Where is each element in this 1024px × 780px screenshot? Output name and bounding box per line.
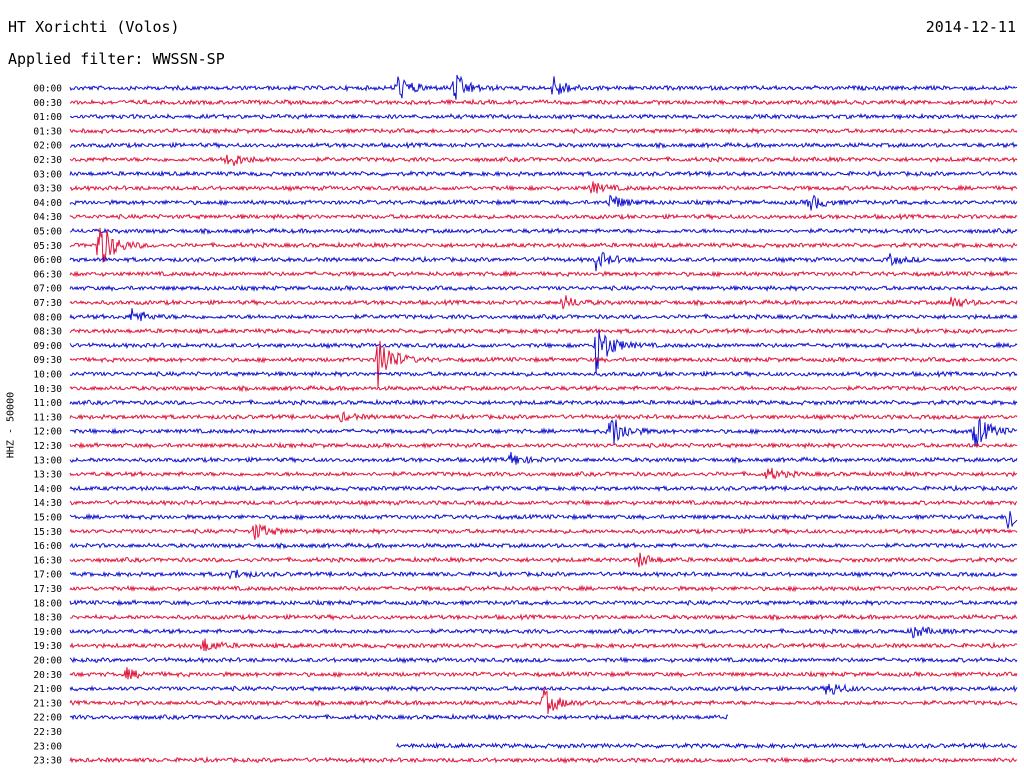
- row-label: 11:30: [33, 412, 62, 423]
- trace-line: [69, 411, 1018, 423]
- row-label: 10:30: [33, 384, 62, 395]
- trace-line: [69, 74, 1018, 100]
- trace-line: [69, 326, 1018, 336]
- trace-line: [69, 638, 1018, 652]
- trace-line: [69, 398, 1018, 407]
- trace-line: [69, 251, 1018, 272]
- row-label: 16:30: [33, 555, 62, 566]
- row-label: 02:30: [33, 155, 62, 166]
- row-label: 20:00: [33, 656, 62, 667]
- row-label: 12:00: [33, 427, 62, 438]
- trace-line: [69, 499, 1018, 507]
- row-label: 06:00: [33, 255, 62, 266]
- trace-line: [69, 755, 1017, 765]
- row-label: 21:30: [33, 698, 62, 709]
- trace-line: [69, 227, 1018, 236]
- row-label: 11:00: [33, 398, 62, 409]
- trace-line: [69, 169, 1018, 178]
- chart-title: HT Xorichti (Volos): [8, 18, 180, 36]
- row-label: 14:00: [33, 484, 62, 495]
- trace-line: [69, 340, 1018, 388]
- row-label: 22:30: [33, 727, 62, 738]
- trace-line: [69, 194, 1018, 211]
- row-label: 19:30: [33, 641, 62, 652]
- trace-line: [69, 569, 1018, 580]
- trace-line: [69, 625, 1018, 639]
- row-label: 17:30: [33, 584, 62, 595]
- row-label: 23:30: [33, 756, 62, 767]
- trace-line: [69, 384, 1018, 393]
- row-label: 13:30: [33, 470, 62, 481]
- row-label: 07:30: [33, 298, 62, 309]
- row-label: 18:00: [33, 598, 62, 609]
- trace-line: [69, 687, 1018, 715]
- trace-line: [69, 713, 729, 721]
- row-label: 01:30: [33, 126, 62, 137]
- trace-line: [69, 212, 1018, 221]
- trace-line: [69, 227, 1018, 263]
- row-label: 12:30: [33, 441, 62, 452]
- row-label: 17:00: [33, 570, 62, 581]
- trace-line: [69, 484, 1018, 493]
- trace-line: [69, 467, 1018, 480]
- row-label: 03:00: [33, 169, 62, 180]
- row-label: 20:30: [33, 670, 62, 681]
- row-label: 04:30: [33, 212, 62, 223]
- trace-line: [69, 181, 1018, 194]
- trace-line: [69, 269, 1018, 278]
- row-label: 15:00: [33, 513, 62, 524]
- row-label: 19:00: [33, 627, 62, 638]
- trace-line: [69, 441, 1018, 450]
- row-label: 18:30: [33, 613, 62, 624]
- row-label: 13:00: [33, 455, 62, 466]
- row-label: 00:30: [33, 98, 62, 109]
- trace-line: [69, 552, 1018, 568]
- date-label: 2014-12-11: [925, 18, 1016, 36]
- trace-line: [69, 417, 1018, 447]
- row-label: 15:30: [33, 527, 62, 538]
- trace-line: [69, 370, 1018, 378]
- trace-line: [69, 112, 1018, 121]
- row-label: 03:30: [33, 184, 62, 195]
- trace-line: [69, 523, 1018, 540]
- row-label: 10:00: [33, 370, 62, 381]
- row-label: 08:30: [33, 327, 62, 338]
- row-label: 14:30: [33, 498, 62, 509]
- row-label: 07:00: [33, 284, 62, 295]
- row-label: 06:30: [33, 269, 62, 280]
- trace-line: [69, 656, 1018, 664]
- row-label: 01:00: [33, 112, 62, 123]
- row-label: 09:00: [33, 341, 62, 352]
- row-label: 08:00: [33, 312, 62, 323]
- trace-line: [69, 154, 1018, 167]
- trace-line: [69, 141, 1018, 150]
- row-label: 00:00: [33, 84, 62, 95]
- trace-line: [69, 284, 1018, 293]
- trace-line: [69, 126, 1018, 135]
- row-label: 23:00: [33, 741, 62, 752]
- trace-line: [69, 598, 1018, 607]
- trace-line: [70, 613, 1018, 622]
- trace-line: [396, 741, 1018, 750]
- row-label: 02:00: [33, 141, 62, 152]
- row-label: 21:00: [33, 684, 62, 695]
- trace-line: [69, 308, 1018, 322]
- trace-line: [69, 541, 1018, 550]
- row-label: 04:00: [33, 198, 62, 209]
- trace-line: [69, 667, 1018, 680]
- trace-line: [69, 295, 1018, 310]
- trace-line: [69, 451, 1018, 465]
- row-label: 09:30: [33, 355, 62, 366]
- row-label: 16:00: [33, 541, 62, 552]
- trace-line: [69, 511, 1018, 529]
- filter-label: Applied filter: WWSSN-SP: [8, 50, 225, 68]
- row-label: 05:30: [33, 241, 62, 252]
- trace-line: [69, 584, 1018, 593]
- trace-line: [69, 98, 1018, 107]
- row-label: 05:00: [33, 227, 62, 238]
- row-label: 22:00: [33, 713, 62, 724]
- trace-line: [69, 330, 1018, 374]
